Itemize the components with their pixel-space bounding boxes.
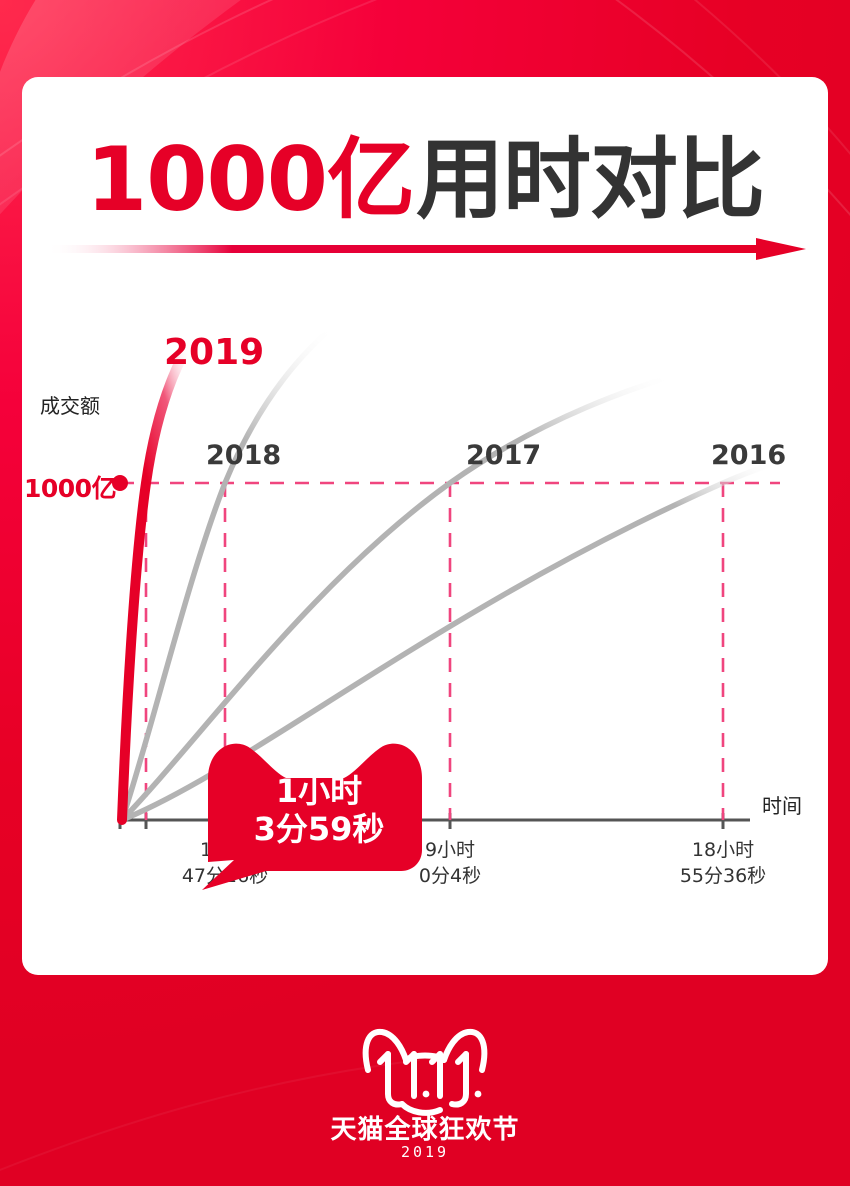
title-suffix: 用时对比 (415, 128, 765, 231)
title-arrow-underline (46, 238, 806, 260)
series-curve-2017 (119, 355, 745, 823)
series-curve-2018 (119, 266, 435, 823)
series-curve-2019 (117, 300, 223, 825)
page-title: 1000亿用时对比 (22, 133, 828, 227)
series-label-2017: 2017 (466, 440, 542, 471)
x-tick-label-2016-line2: 55分36秒 (679, 865, 767, 887)
footer-logo: 天猫全球狂欢节 2019 (0, 1010, 850, 1165)
callout-bubble-shape (202, 743, 422, 890)
callout-bubble-text: 1小时 3分59秒 (194, 772, 444, 848)
callout-line-1: 1小时 (275, 772, 363, 810)
x-tick-label-2017: 9小时 0分4秒 (380, 837, 520, 889)
series-label-2016: 2016 (711, 440, 787, 471)
tmall-1111-logo-icon: 天猫全球狂欢节 2019 (330, 1028, 519, 1160)
footer-brand-text: 天猫全球狂欢节 (330, 1114, 519, 1145)
content-card: 1000亿用时对比 (22, 77, 828, 975)
series-label-2019: 2019 (164, 332, 265, 373)
threshold-value-label: 1000亿 (24, 474, 117, 503)
x-axis-label: 时间 (762, 794, 802, 818)
callout-line-2: 3分59秒 (253, 810, 385, 848)
chart-canvas: 成交额 时间 1000亿 2019 2018 2017 2016 1小时 47分… (22, 77, 828, 975)
y-axis-label: 成交额 (40, 394, 100, 418)
x-tick-label-2017-line1: 9小时 (424, 839, 476, 861)
callout-bubble: 1小时 3分59秒 (194, 732, 444, 892)
x-tick-label-2017-line2: 0分4秒 (418, 865, 482, 887)
x-tick-label-2016-line1: 18小时 (691, 839, 755, 861)
series-label-2018: 2018 (206, 440, 282, 471)
threshold-marker-dot (112, 475, 128, 491)
footer-year-text: 2019 (401, 1143, 449, 1160)
title-amount: 1000亿 (86, 128, 415, 231)
x-tick-label-2016: 18小时 55分36秒 (653, 837, 793, 889)
